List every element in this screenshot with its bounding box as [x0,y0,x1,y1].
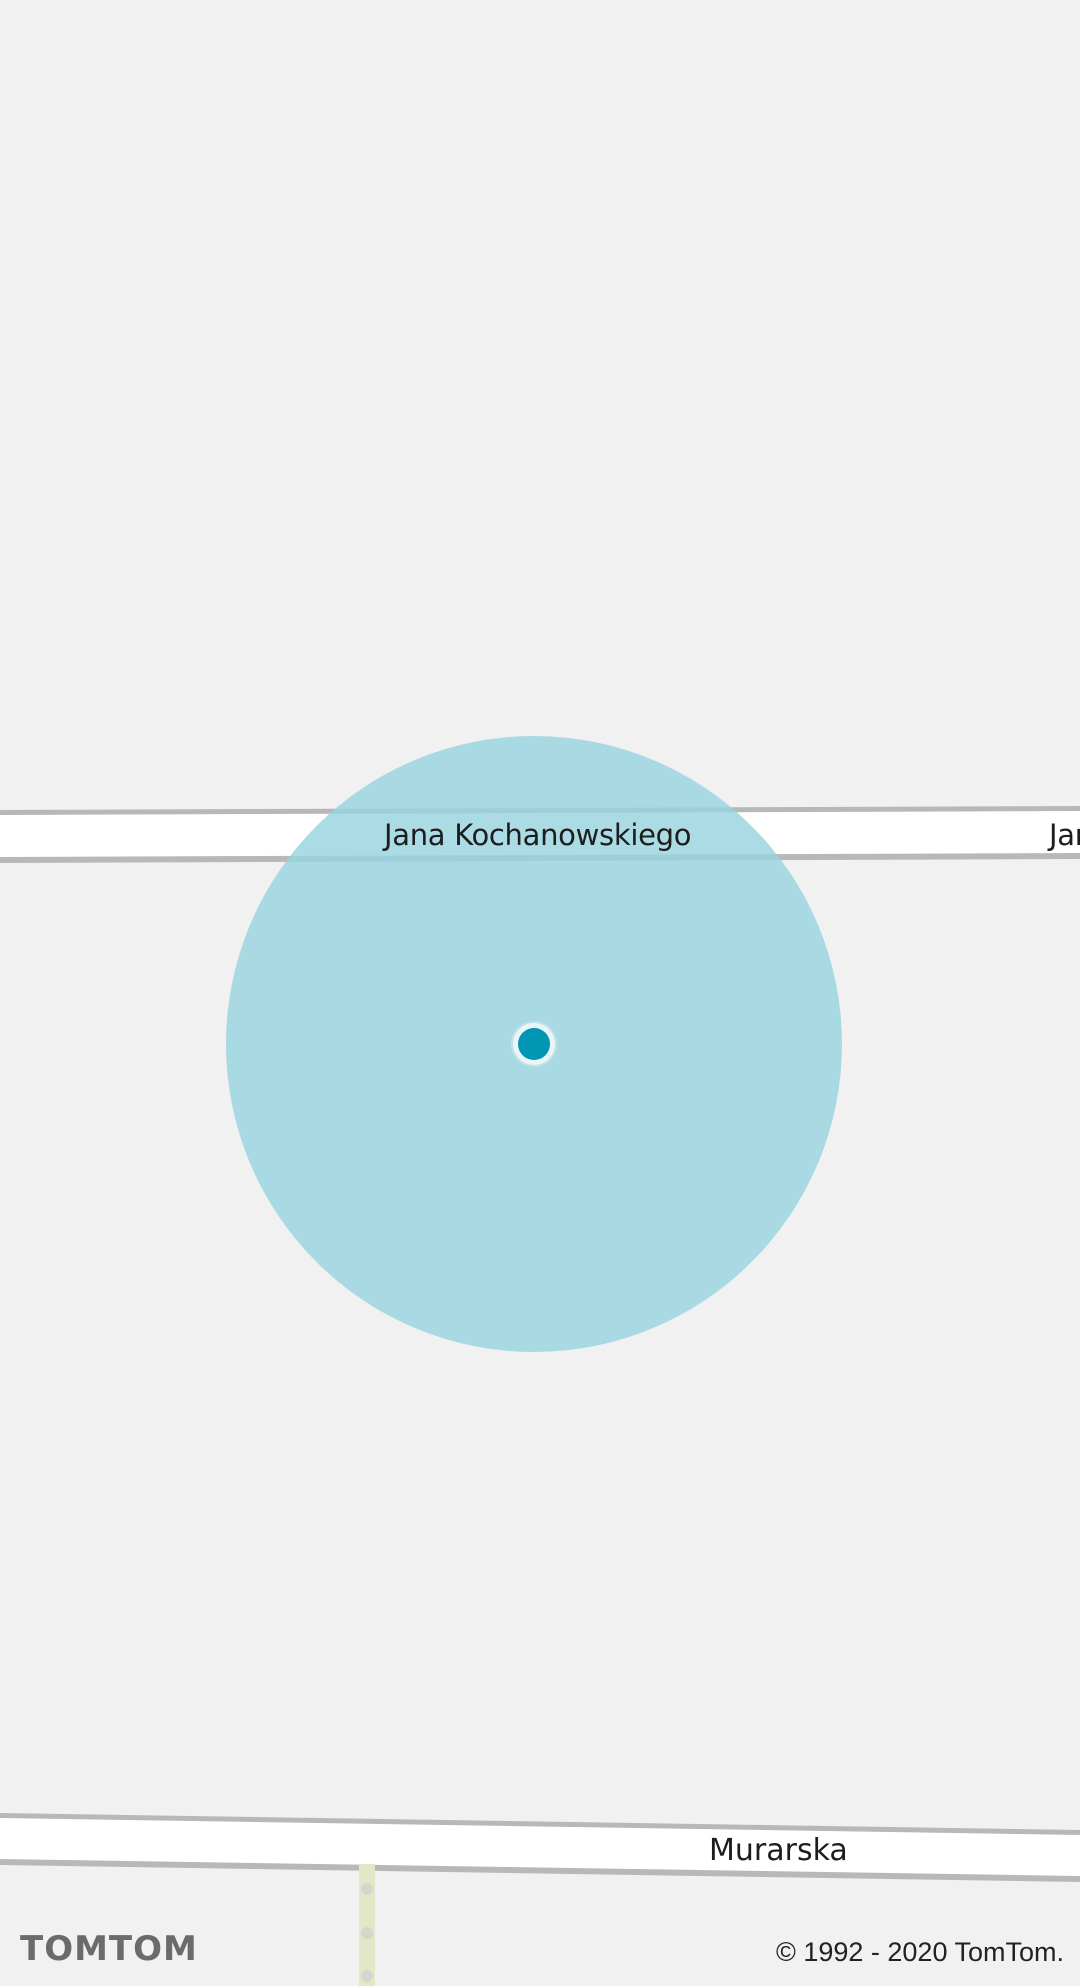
footpath [359,1864,375,1986]
road-murarska [0,1813,1080,1882]
current-location-dot-icon[interactable] [511,1021,557,1067]
tomtom-logo: TOMTOM [20,1929,198,1969]
copyright-notice: © 1992 - 2020 TomTom. [775,1937,1064,1967]
street-label-jana-kochanowskiego: Jana Kochanowskiego [384,818,692,852]
street-label-murarska: Murarska [709,1833,848,1868]
street-label-jana-kochanowskiego-repeat: Jan [1049,818,1080,852]
